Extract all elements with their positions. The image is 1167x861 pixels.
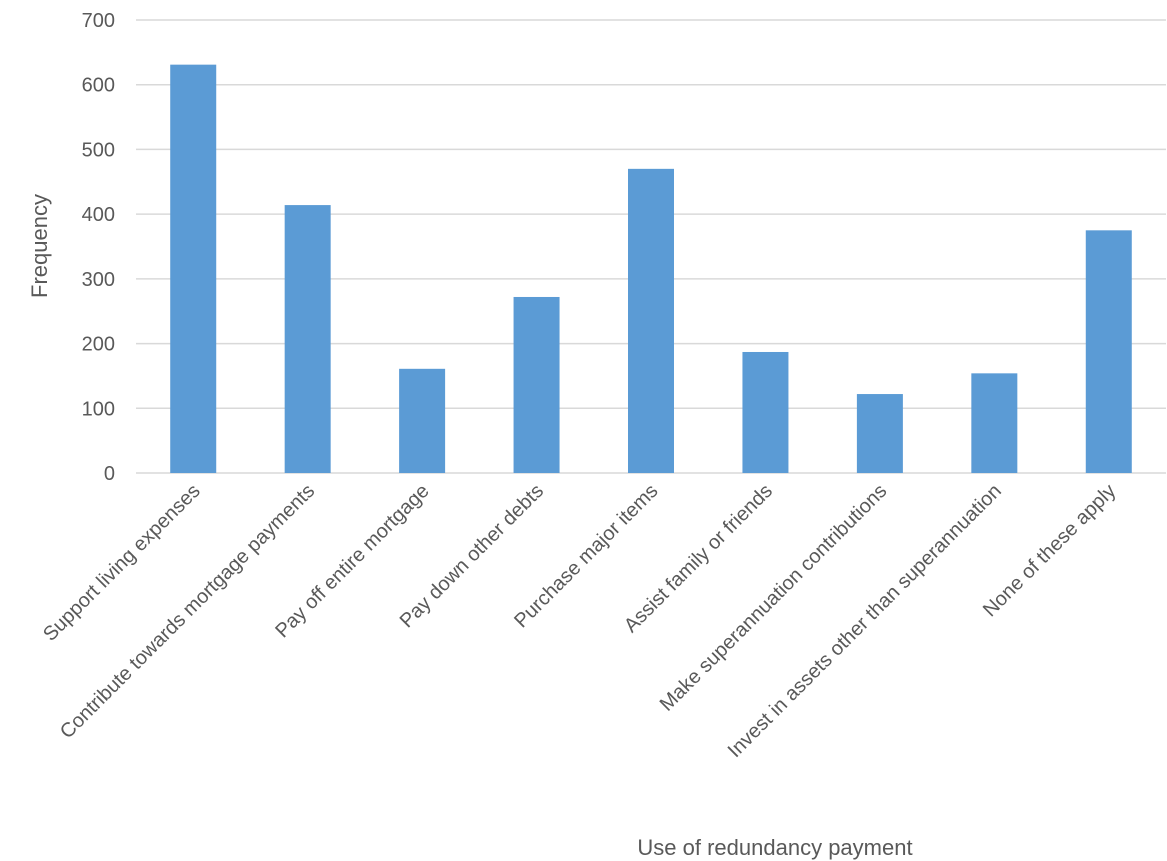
y-axis-title: Frequency (27, 194, 52, 298)
y-tick-label: 400 (82, 204, 115, 226)
y-tick-label: 0 (104, 463, 115, 485)
y-tick-label: 500 (82, 139, 115, 161)
y-tick-label: 200 (82, 334, 115, 356)
y-tick-label: 300 (82, 269, 115, 291)
y-tick-label: 100 (82, 398, 115, 420)
x-tick-label: Make superannuation contributions (656, 480, 892, 716)
bar (628, 168, 674, 474)
bars (170, 64, 1132, 474)
bar (856, 394, 903, 473)
bar (971, 373, 1018, 473)
x-tick-label: Contribute towards mortgage payments (56, 480, 319, 743)
bar (1085, 230, 1132, 473)
bar (513, 296, 560, 473)
x-tick-label: Invest in assets other than superannuati… (724, 480, 1006, 762)
y-tick-label: 600 (82, 75, 115, 97)
y-tick-label: 700 (82, 10, 115, 32)
bar (284, 205, 331, 473)
bar (742, 351, 789, 473)
bar (399, 368, 446, 473)
y-axis-ticks: 0 100 200 300 400 500 600 700 (82, 10, 115, 485)
x-axis-title: Use of redundancy payment (637, 835, 912, 860)
bar (170, 64, 217, 473)
